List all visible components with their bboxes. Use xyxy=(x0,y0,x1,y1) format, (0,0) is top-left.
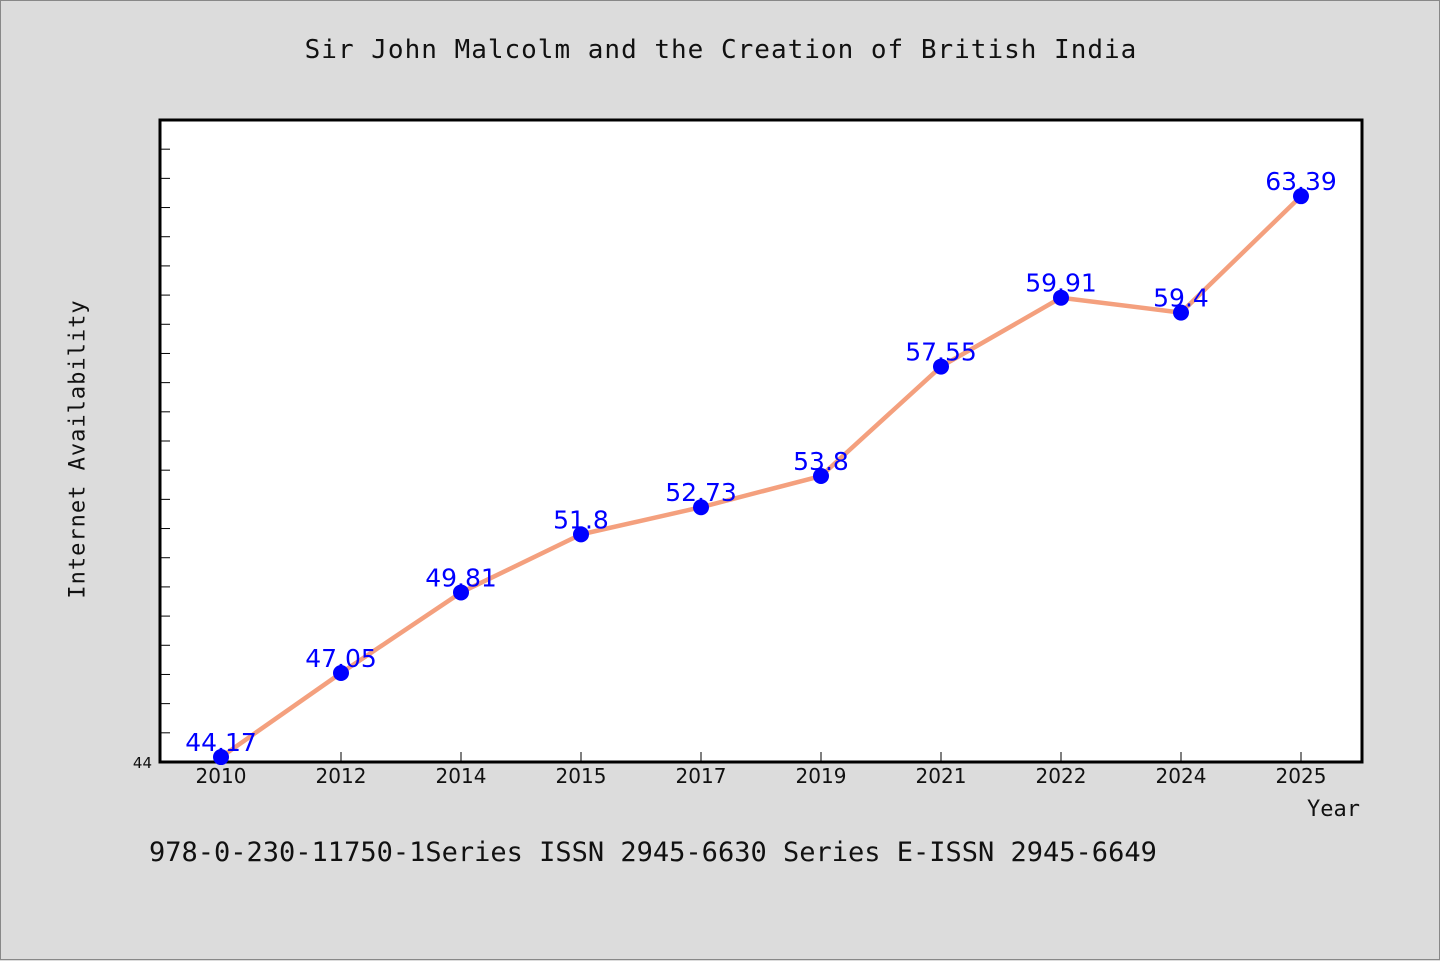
x-tick-label: 2025 xyxy=(1276,764,1327,788)
chart-title: Sir John Malcolm and the Creation of Bri… xyxy=(304,35,1138,65)
data-label: 51.8 xyxy=(553,505,609,534)
series-line xyxy=(218,193,1304,760)
x-tick-label: 2015 xyxy=(556,764,607,788)
data-label: 57.55 xyxy=(905,338,977,367)
data-point xyxy=(213,749,229,766)
data-label: 53.8 xyxy=(793,447,849,476)
data-point xyxy=(333,664,349,681)
data-label: 52.73 xyxy=(665,478,737,507)
data-point xyxy=(693,499,709,516)
x-tick-label: 2024 xyxy=(1156,764,1207,788)
data-point xyxy=(1053,289,1069,306)
plot-area xyxy=(158,118,1364,764)
x-tick-label: 2021 xyxy=(916,764,967,788)
data-point xyxy=(813,468,829,485)
data-point xyxy=(1293,188,1309,205)
data-label: 63.39 xyxy=(1265,167,1337,196)
data-label: 47.05 xyxy=(305,644,377,673)
data-label: 49.81 xyxy=(425,563,497,592)
data-point xyxy=(933,358,949,375)
x-tick-label: 2012 xyxy=(316,764,367,788)
x-tick-label: 2022 xyxy=(1036,764,1087,788)
footer-note: 978-0-230-11750-1Series ISSN 2945-6630 S… xyxy=(149,837,1157,868)
y-tick-label: 44 xyxy=(133,754,152,772)
data-label: 44.17 xyxy=(185,728,257,757)
x-axis-label: Year xyxy=(1307,797,1360,822)
data-point xyxy=(573,526,589,543)
x-tick-label: 2019 xyxy=(796,764,847,788)
x-tick-label: 2014 xyxy=(436,764,487,788)
x-tick-label: 2010 xyxy=(196,764,247,788)
data-point xyxy=(1173,304,1189,321)
x-tick-label: 2017 xyxy=(676,764,727,788)
data-label: 59.4 xyxy=(1153,284,1209,313)
data-point xyxy=(453,584,469,601)
data-label: 59.91 xyxy=(1025,269,1097,298)
